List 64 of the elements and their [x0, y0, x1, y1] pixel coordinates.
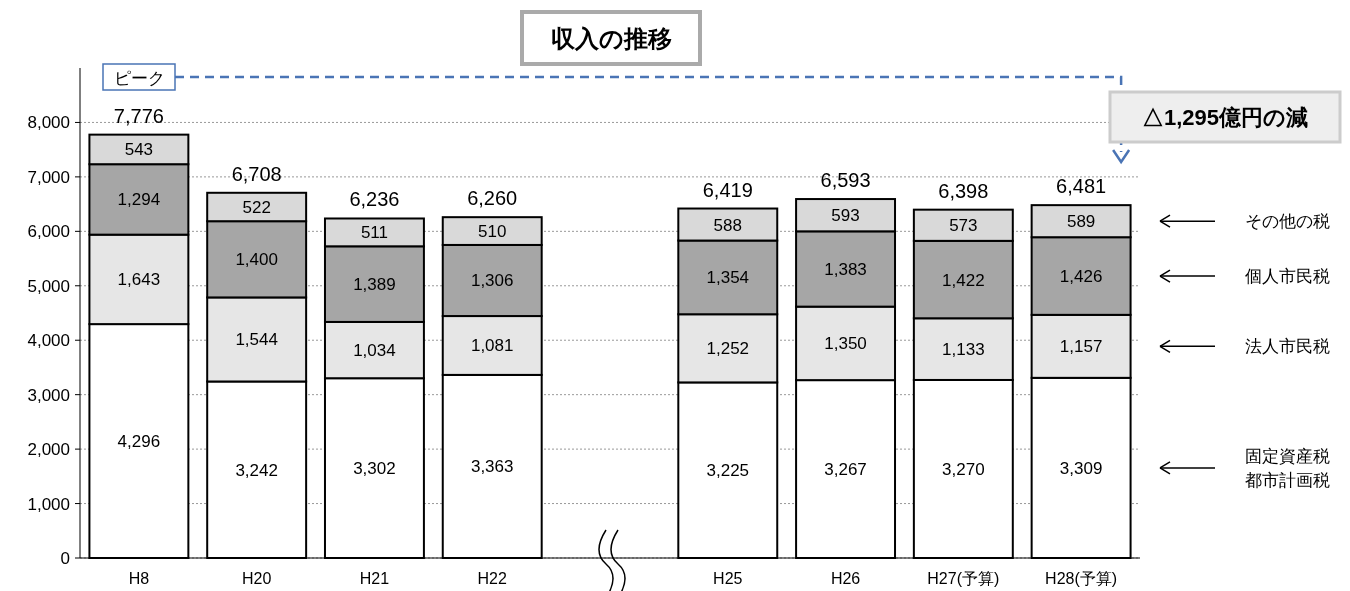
legend-label: その他の税	[1245, 212, 1330, 232]
data-label: 1,157	[1059, 337, 1103, 357]
total-label: 6,398	[938, 179, 989, 202]
data-label: 3,309	[1059, 458, 1103, 478]
total-label: 6,593	[820, 169, 871, 192]
data-label: 1,383	[824, 259, 867, 279]
y-tick-label: 1,000	[27, 494, 70, 514]
data-label: 1,081	[470, 336, 514, 356]
y-tick-label: 0	[60, 549, 70, 568]
total-label: 6,481	[1056, 175, 1107, 198]
data-label: 1,306	[470, 271, 514, 291]
annotation: ピーク	[113, 69, 165, 88]
y-tick-label: 8,000	[27, 113, 70, 133]
text: △1,295億円の減	[1141, 105, 1309, 130]
x-tick-label: H26	[830, 570, 861, 587]
data-label: 1,252	[706, 339, 750, 359]
total-label: 6,419	[702, 178, 753, 201]
data-label: 1,389	[353, 275, 396, 295]
legend-label: 固定資産税都市計画税	[1245, 446, 1330, 490]
data-label: 1,294	[117, 190, 161, 210]
legend-label: 個人市民税	[1245, 267, 1330, 287]
data-label: 543	[124, 140, 154, 160]
data-label: 511	[360, 223, 388, 243]
data-label: 593	[831, 206, 860, 226]
x-tick-label: H25	[713, 570, 743, 587]
data-label: 3,242	[235, 460, 278, 480]
data-label: 1,350	[824, 334, 867, 354]
y-tick-label: 7,000	[27, 167, 70, 187]
x-tick-label: H20	[241, 570, 272, 587]
data-label: 1,643	[117, 270, 161, 290]
total-label: 6,708	[231, 162, 282, 185]
total-label: 6,260	[467, 187, 518, 210]
y-tick-label: 2,000	[27, 440, 70, 460]
data-label: 510	[478, 222, 507, 242]
data-label: 522	[242, 198, 271, 217]
legend-label: 法人市民税	[1245, 337, 1330, 357]
data-label: 3,225	[706, 461, 750, 481]
data-label: 573	[949, 216, 978, 236]
x-tick-label: H8	[128, 570, 150, 587]
y-tick-label: 4,000	[27, 331, 70, 351]
x-tick-label: H27(予算)	[927, 570, 1000, 587]
data-label: 1,354	[706, 268, 750, 288]
chart-title: 収入の推移	[550, 25, 672, 52]
data-label: 4,296	[117, 432, 161, 452]
data-label: 3,270	[942, 459, 985, 479]
data-label: 1,133	[942, 340, 985, 360]
data-label: 3,267	[824, 460, 867, 480]
y-tick-label: 5,000	[27, 276, 70, 296]
data-label: 1,034	[353, 341, 396, 361]
data-label: 589	[1066, 212, 1096, 232]
total-label: 6,236	[349, 188, 400, 211]
y-tick-label: 3,000	[27, 385, 70, 405]
data-label: 588	[713, 215, 742, 235]
data-label: 3,302	[353, 459, 396, 479]
x-tick-label: H28(予算)	[1045, 570, 1118, 587]
data-label: 1,422	[942, 270, 985, 290]
y-tick-label: 6,000	[27, 222, 70, 242]
data-label: 1,544	[235, 330, 278, 350]
x-tick-label: H22	[477, 570, 507, 587]
data-label: 3,363	[470, 457, 514, 477]
total-label: 7,776	[113, 104, 164, 127]
data-label: 1,426	[1059, 267, 1103, 287]
x-tick-label: H21	[359, 570, 390, 587]
data-label: 1,400	[235, 250, 278, 270]
